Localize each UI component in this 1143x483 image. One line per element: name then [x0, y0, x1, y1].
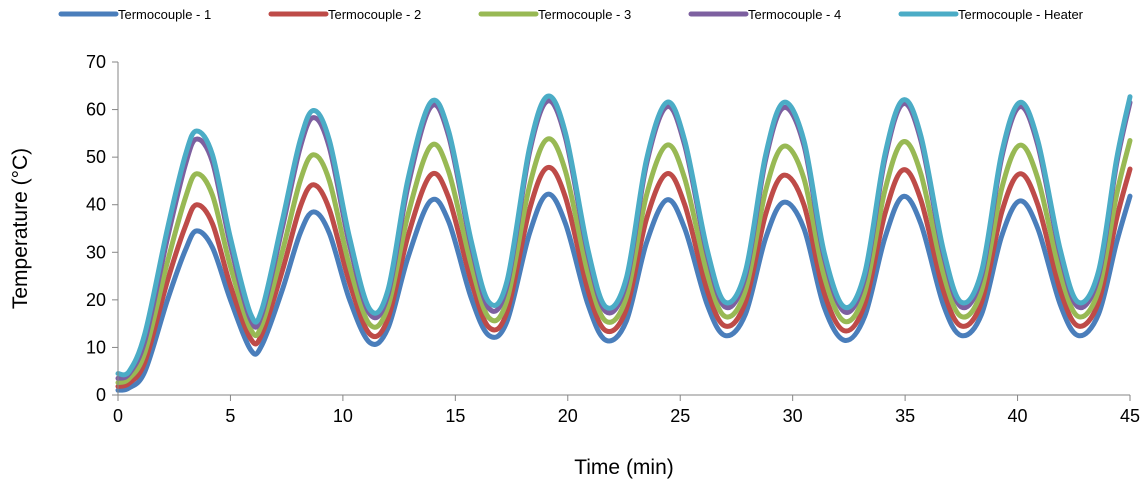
x-tick-label: 35 [895, 406, 915, 426]
x-tick-label: 15 [445, 406, 465, 426]
x-tick-label: 45 [1120, 406, 1140, 426]
y-tick-label: 10 [86, 337, 106, 357]
y-tick-label: 70 [86, 52, 106, 72]
series-line-4 [115, 98, 1133, 381]
series-line-1 [115, 191, 1133, 393]
legend-label: Termocouple - 2 [328, 7, 421, 22]
series-line-3 [115, 136, 1133, 386]
x-tick-label: 20 [558, 406, 578, 426]
series-line-2 [115, 164, 1133, 389]
y-tick-label: 20 [86, 290, 106, 310]
legend-label: Termocouple - 3 [538, 7, 631, 22]
axes-group [117, 62, 1130, 396]
y-tick-label: 40 [86, 195, 106, 215]
series-line-5 [115, 93, 1133, 378]
x-tick-label: 30 [783, 406, 803, 426]
y-tick-label: 50 [86, 147, 106, 167]
ticks-group: 0 10 20 30 40 50 60 70 0 5 10 15 20 25 30 35 40 45 [86, 52, 1140, 426]
x-axis-title: Time (min) [574, 456, 674, 479]
y-axis-title: Temperature (°C) [9, 148, 32, 309]
series-group [115, 93, 1133, 393]
legend: Termocouple - 1 Termocouple - 2 Termocoupl… [58, 7, 1084, 22]
legend-label: Termocouple - 1 [118, 7, 211, 22]
legend-label: Termocouple - Heater [958, 7, 1084, 22]
x-tick-label: 0 [113, 406, 123, 426]
x-tick-label: 40 [1008, 406, 1028, 426]
x-tick-label: 25 [670, 406, 690, 426]
x-tick-label: 5 [225, 406, 235, 426]
x-tick-label: 10 [333, 406, 353, 426]
y-tick-label: 30 [86, 242, 106, 262]
y-tick-label: 0 [96, 385, 106, 405]
legend-label: Termocouple - 4 [748, 7, 841, 22]
y-tick-label: 60 [86, 100, 106, 120]
